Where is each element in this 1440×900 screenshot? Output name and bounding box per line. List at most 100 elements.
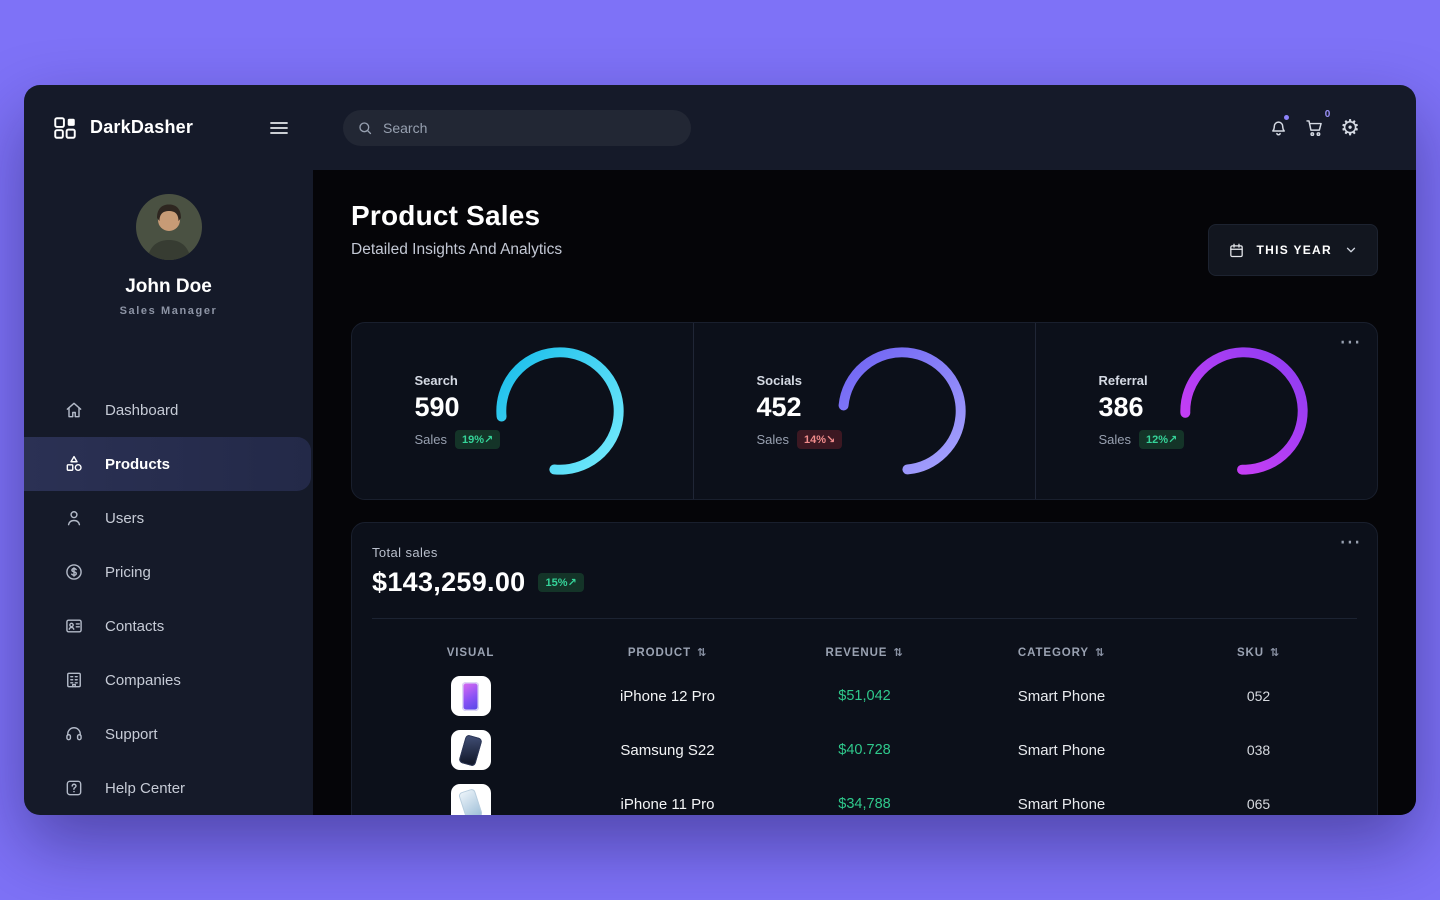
stat-label: Search — [414, 373, 458, 388]
product-name: iPhone 12 Pro — [619, 687, 716, 705]
period-selector-button[interactable]: THIS YEAR — [1207, 224, 1378, 276]
chevron-down-icon — [1346, 247, 1356, 253]
stats-card-menu-button[interactable]: ⋯ — [1339, 329, 1361, 354]
stat-trend-badge: 14%↘ — [797, 430, 843, 449]
search-input[interactable] — [383, 119, 677, 136]
table-row[interactable]: Samsung S22 $40.728 Smart Phone 038 — [372, 723, 1357, 777]
notifications-button[interactable] — [1268, 115, 1290, 138]
table-row[interactable]: iPhone 11 Pro $34,788 Smart Phone 065 — [372, 777, 1357, 815]
column-header-product[interactable]: PRODUCT ⇅ — [627, 646, 708, 660]
cart-count-badge: 0 — [1324, 109, 1331, 120]
sidebar-item-label: Users — [105, 509, 145, 527]
sidebar-item-label: Support — [105, 725, 158, 743]
total-sales-trend-badge: 15%↗ — [538, 573, 584, 592]
product-sku: 065 — [1246, 796, 1271, 812]
phone-image — [457, 787, 484, 815]
sidebar-item-products[interactable]: Products — [24, 437, 311, 491]
stat-label: Socials — [756, 373, 803, 388]
referral-donut-arc — [1179, 347, 1308, 475]
help-icon — [66, 780, 82, 796]
avatar-image — [135, 194, 202, 260]
stat-value: 590 — [414, 392, 460, 422]
search-donut-arc — [495, 347, 624, 475]
search-box — [343, 109, 691, 146]
stat-referral: Referral 386 Sales 12%↗ — [1035, 323, 1377, 499]
total-sales-card-menu-button[interactable]: ⋯ — [1339, 529, 1361, 554]
product-thumbnail — [372, 730, 569, 770]
sidebar-item-label: Pricing — [105, 563, 151, 581]
column-header-category[interactable]: CATEGORY ⇅ — [1017, 646, 1106, 660]
sort-icon: ⇅ — [1269, 647, 1281, 659]
stat-trend-badge: 12%↗ — [1139, 430, 1185, 449]
companies-icon — [67, 672, 81, 688]
column-header-revenue[interactable]: REVENUE ⇅ — [825, 646, 904, 660]
product-name: Samsung S22 — [620, 741, 715, 759]
stat-unit: Sales — [756, 432, 790, 447]
sidebar: DarkDasher John Doe Sales Manager — [24, 85, 313, 815]
gear-icon: ⚙ — [1340, 114, 1360, 140]
total-sales-value: $143,259.00 — [372, 567, 526, 597]
stat-socials: Socials 452 Sales 14%↘ — [693, 323, 1035, 499]
cart-icon — [1306, 120, 1323, 137]
user-profile: John Doe Sales Manager — [24, 194, 313, 317]
settings-button[interactable]: ⚙ — [1340, 114, 1360, 140]
main-panel: Product Sales Detailed Insights And Anal… — [313, 170, 1416, 815]
product-sku: 052 — [1246, 688, 1271, 704]
product-revenue: $40.728 — [838, 742, 891, 758]
product-category: Smart Phone — [1017, 687, 1106, 705]
phone-image — [462, 681, 479, 711]
sidebar-item-label: Contacts — [105, 617, 165, 635]
search-icon — [359, 121, 372, 134]
product-category: Smart Phone — [1017, 741, 1106, 759]
socials-donut-arc — [837, 347, 966, 475]
product-thumbnail — [372, 676, 569, 716]
brand: DarkDasher — [52, 115, 193, 141]
sort-icon: ⇅ — [893, 647, 904, 659]
sidebar-item-dashboard[interactable]: Dashboard — [24, 383, 313, 437]
sidebar-item-companies[interactable]: Companies — [24, 653, 313, 707]
page-header: Product Sales Detailed Insights And Anal… — [351, 200, 1378, 276]
column-header-sku[interactable]: SKU ⇅ — [1236, 646, 1281, 660]
sidebar-item-label: Products — [105, 455, 171, 473]
product-name: iPhone 11 Pro — [620, 795, 715, 813]
total-sales-card: ⋯ Total sales $143,259.00 15%↗ VISUAL PR… — [351, 522, 1378, 815]
stats-card: ⋯ Search — [351, 322, 1378, 500]
support-icon — [66, 727, 82, 741]
contacts-icon — [66, 619, 82, 633]
calendar-icon — [1229, 243, 1243, 257]
stat-label: Referral — [1098, 373, 1148, 388]
menu-toggle-button[interactable] — [267, 116, 291, 140]
page-subtitle: Detailed Insights And Analytics — [351, 241, 563, 258]
topbar: 0 ⚙ — [313, 85, 1416, 170]
sidebar-item-support[interactable]: Support — [24, 707, 313, 761]
sidebar-item-label: Help Center — [105, 779, 186, 797]
sidebar-item-users[interactable]: Users — [24, 491, 313, 545]
product-revenue: $34,788 — [838, 796, 891, 812]
sidebar-nav: Dashboard Products Users Pricing — [24, 383, 313, 815]
card-divider — [372, 618, 1357, 619]
sidebar-item-label: Dashboard — [105, 401, 179, 419]
stat-value: 386 — [1098, 392, 1144, 422]
profile-name: John Doe — [125, 276, 212, 297]
sidebar-item-contacts[interactable]: Contacts — [24, 599, 313, 653]
stat-search: Search 590 Sales 19%↗ — [352, 323, 693, 499]
table-row[interactable]: iPhone 12 Pro $51,042 Smart Phone 052 — [372, 669, 1357, 723]
avatar[interactable] — [135, 194, 202, 260]
app-window: DarkDasher John Doe Sales Manager — [24, 85, 1416, 815]
products-icon — [66, 455, 82, 472]
table-header-row: VISUAL PRODUCT ⇅ REVENUE ⇅ CATEGORY ⇅ — [372, 619, 1357, 669]
period-label: THIS YEAR — [1256, 243, 1332, 257]
content-area: 0 ⚙ Product Sales Detailed Insights And … — [313, 85, 1416, 815]
sort-icon: ⇅ — [1094, 647, 1106, 659]
column-header-visual: VISUAL — [446, 646, 495, 659]
bell-icon — [1272, 121, 1286, 136]
sidebar-item-label: Companies — [105, 671, 181, 689]
page-title-block: Product Sales Detailed Insights And Anal… — [351, 200, 562, 259]
sidebar-item-pricing[interactable]: Pricing — [24, 545, 313, 599]
app-logo-icon — [54, 116, 76, 139]
cart-button[interactable]: 0 — [1304, 109, 1330, 138]
topbar-actions: 0 ⚙ — [1268, 109, 1360, 140]
product-revenue: $51,042 — [838, 688, 891, 704]
product-thumbnail — [372, 784, 569, 815]
sidebar-item-help-center[interactable]: Help Center — [24, 761, 313, 815]
